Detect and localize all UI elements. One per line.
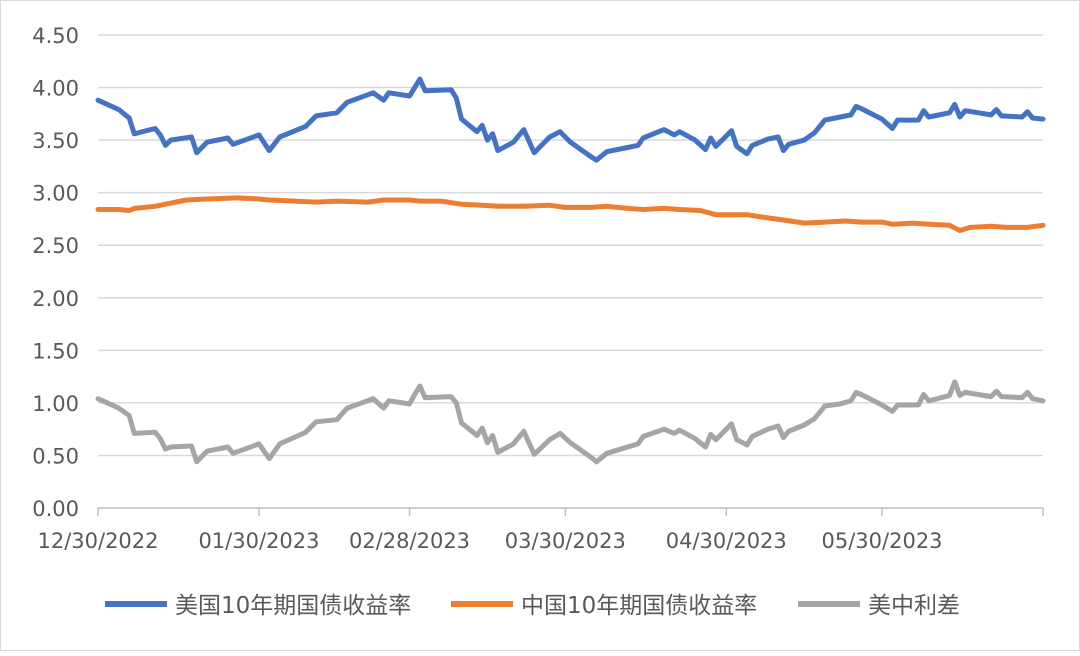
y-tick-label: 4.00 [32,77,79,101]
y-tick-label: 0.00 [32,497,79,521]
x-tick-label: 12/30/2022 [37,529,158,553]
series-line [95,76,1046,163]
legend: 美国10年期国债收益率 中国10年期国债收益率 美中利差 [105,593,960,619]
series-line [95,379,1046,465]
y-tick-label: 1.50 [32,339,79,363]
y-tick-label: 1.00 [32,392,79,416]
legend-label: 美国10年期国债收益率 [175,593,411,619]
y-tick-label: 3.50 [32,129,79,153]
y-tick-label: 2.00 [32,287,79,311]
x-tick-label: 04/30/2023 [666,529,787,553]
x-tick-label: 03/30/2023 [505,529,626,553]
y-axis-tick-labels: 0.00 0.50 1.00 1.50 2.00 2.50 3.00 3.50 4.00 4.50 [32,24,79,521]
x-tick-label: 01/30/2023 [198,529,319,553]
gridlines [98,34,1043,457]
y-tick-label: 3.00 [32,182,79,206]
legend-label: 中国10年期国债收益率 [521,593,757,619]
series-lines [95,76,1046,465]
y-tick-label: 2.50 [32,234,79,258]
x-axis: 12/30/2022 01/30/2023 02/28/2023 03/30/2023… [37,507,1044,553]
y-tick-label: 4.50 [32,24,79,48]
y-tick-label: 0.50 [32,444,79,468]
legend-label: 美中利差 [868,593,960,619]
x-tick-label: 02/28/2023 [349,529,470,553]
series-line [95,195,1046,233]
x-tick-label: 05/30/2023 [822,529,943,553]
